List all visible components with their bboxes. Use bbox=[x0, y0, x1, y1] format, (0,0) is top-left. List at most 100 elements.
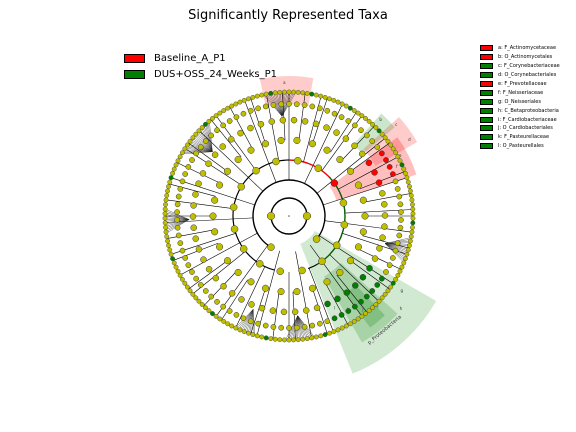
leaf-node bbox=[335, 99, 341, 105]
root-node bbox=[288, 215, 290, 217]
fan-line bbox=[185, 147, 213, 152]
taxa-legend-label: i: F_Cardiobacteriaceae bbox=[498, 116, 557, 123]
leaf-node bbox=[405, 247, 411, 253]
leaf-node bbox=[282, 89, 287, 95]
clade-node bbox=[269, 307, 277, 314]
clade-node bbox=[255, 259, 264, 268]
leaf-node bbox=[300, 90, 306, 96]
fan-line bbox=[288, 315, 298, 341]
fan-line bbox=[385, 243, 409, 250]
leaf-node bbox=[404, 251, 410, 257]
clade-node bbox=[174, 201, 181, 208]
clade-node bbox=[394, 240, 401, 246]
clade-node bbox=[290, 116, 298, 124]
sector-letter: f bbox=[396, 164, 398, 169]
leaf-node bbox=[167, 179, 173, 185]
clade-node bbox=[381, 201, 388, 208]
clade-node bbox=[293, 101, 300, 108]
branch-line bbox=[235, 266, 266, 329]
clade-node bbox=[228, 290, 236, 297]
leaf-node bbox=[313, 334, 319, 340]
sector-letter: a bbox=[283, 80, 286, 85]
clade-node bbox=[324, 300, 331, 308]
branch-line bbox=[203, 270, 237, 307]
branch-line bbox=[312, 288, 328, 335]
branch-line bbox=[166, 199, 234, 209]
clade-node bbox=[247, 107, 254, 114]
taxa-legend-item: l: O_Pasteurellales bbox=[480, 142, 560, 151]
clade-node bbox=[301, 102, 308, 108]
clade-node bbox=[314, 164, 323, 173]
branch-line bbox=[229, 106, 253, 150]
clade-node bbox=[313, 304, 321, 312]
taxa-legend-label: k: F_Pasteurellaceae bbox=[498, 134, 550, 141]
branch-line bbox=[256, 250, 280, 336]
clade-node bbox=[392, 247, 399, 254]
fan-line bbox=[184, 149, 213, 152]
branch-line bbox=[176, 162, 221, 184]
taxa-legend-swatch bbox=[480, 143, 493, 150]
clade-node bbox=[247, 146, 255, 154]
leaf-node bbox=[370, 305, 375, 311]
leaf-node bbox=[390, 146, 396, 152]
leaf-node bbox=[376, 128, 382, 134]
clade-node bbox=[190, 202, 197, 209]
clade-node bbox=[238, 296, 245, 303]
leaf-node bbox=[168, 175, 174, 181]
clade-node bbox=[190, 224, 197, 231]
leaf-node bbox=[363, 116, 368, 121]
clade-node bbox=[379, 150, 385, 157]
clade-node bbox=[312, 235, 321, 243]
taxa-legend-label: d: O_Corynebacteriales bbox=[498, 72, 557, 79]
leaf-node bbox=[331, 97, 337, 103]
clade-node bbox=[291, 308, 299, 316]
fan-line bbox=[273, 92, 283, 117]
clade-node bbox=[277, 288, 285, 296]
leaf-node bbox=[410, 202, 415, 207]
leaf-node bbox=[286, 89, 292, 95]
clade-node bbox=[359, 196, 367, 204]
clade-node bbox=[248, 301, 255, 308]
leaf-node bbox=[410, 206, 416, 212]
fan-line bbox=[297, 315, 303, 340]
clade-node bbox=[237, 129, 244, 137]
leaf-node bbox=[259, 92, 265, 98]
sector-letter: l bbox=[334, 305, 335, 310]
clade-node bbox=[339, 199, 348, 207]
clade-node bbox=[237, 182, 246, 191]
taxa-legend-swatch bbox=[480, 116, 493, 123]
leaf-node bbox=[213, 313, 219, 319]
clade-node bbox=[312, 120, 320, 128]
clade-node bbox=[192, 191, 199, 198]
taxa-legend-label: e: F_Prevotellaceae bbox=[498, 81, 547, 87]
clade-node bbox=[361, 212, 369, 220]
clade-node bbox=[177, 186, 184, 192]
clade-node bbox=[359, 228, 367, 236]
leaf-node bbox=[263, 91, 269, 97]
leaf-node bbox=[363, 311, 368, 316]
taxa-legend-label: a: F_Actinomycetaceae bbox=[498, 45, 557, 52]
taxa-legend-label: g: O_Neisseriales bbox=[498, 98, 541, 105]
taxa-legend-label: h: C_Betaproteobacteria bbox=[498, 107, 559, 114]
leaf-node bbox=[403, 170, 408, 176]
leaf-node bbox=[295, 337, 301, 343]
clade-node bbox=[340, 221, 349, 229]
taxa-legend-swatch bbox=[480, 63, 493, 70]
leaf-node bbox=[241, 329, 247, 335]
clade-node bbox=[277, 136, 285, 144]
leaf-node bbox=[300, 336, 306, 342]
clade-node bbox=[345, 118, 352, 124]
clade-node bbox=[227, 136, 235, 143]
clade-node bbox=[214, 298, 220, 305]
leaf-node bbox=[291, 89, 296, 95]
leaf-node bbox=[385, 138, 391, 144]
clade-node bbox=[389, 171, 396, 177]
leaf-node bbox=[370, 121, 375, 127]
clade-node bbox=[174, 224, 181, 231]
clade-node bbox=[359, 274, 367, 281]
branch-line bbox=[324, 220, 412, 233]
taxa-legend-swatch bbox=[480, 134, 493, 141]
highlight-sector bbox=[353, 113, 395, 155]
taxa-legend-item: h: C_Betaproteobacteria bbox=[480, 106, 560, 115]
group-legend: Baseline_A_P1 DUS+OSS_24_Weeks_P1 bbox=[124, 50, 277, 82]
